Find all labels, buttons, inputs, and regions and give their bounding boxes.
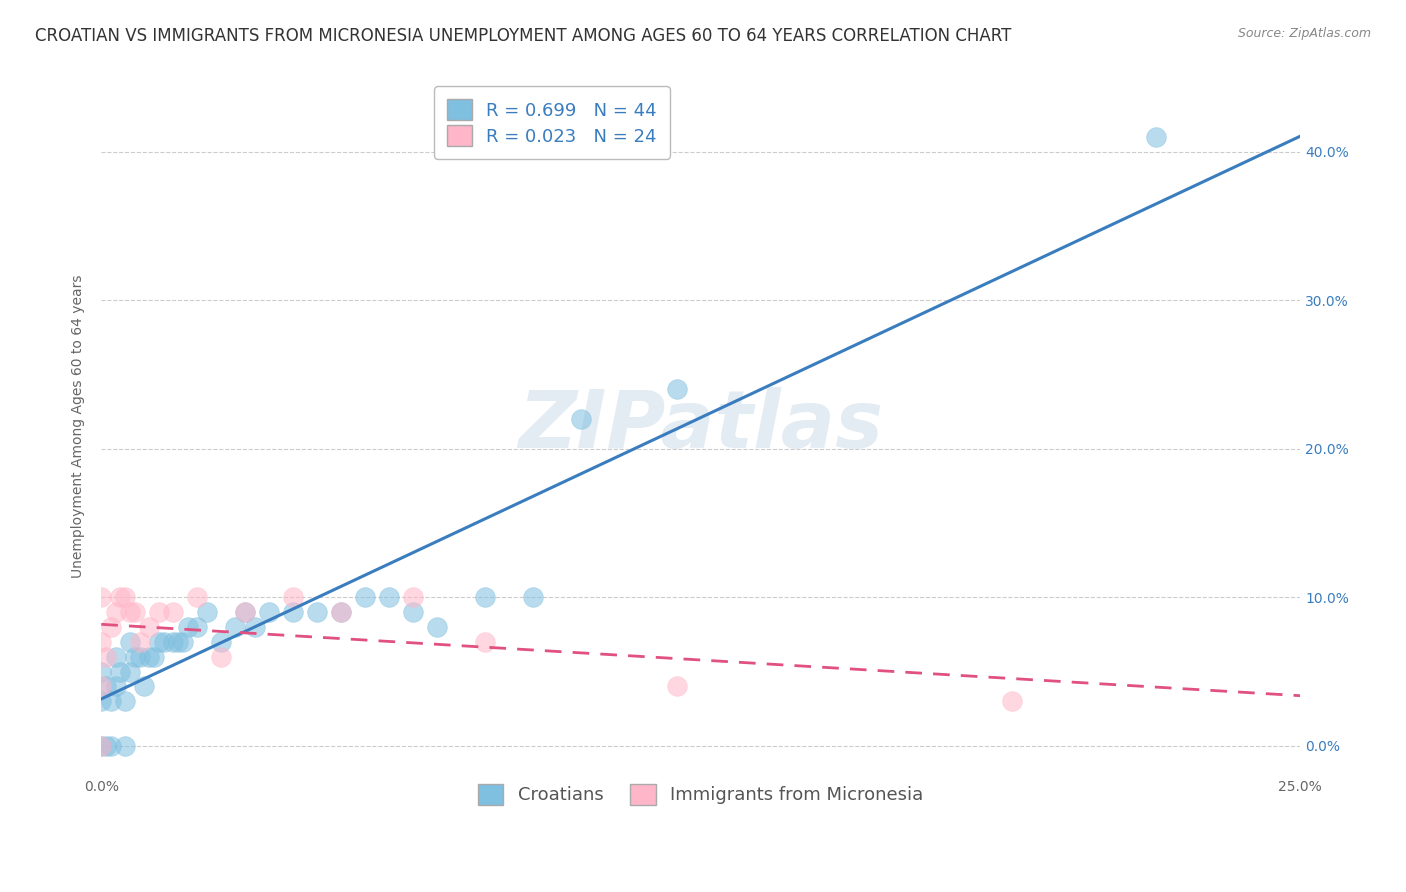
Point xyxy=(110,591,132,605)
Point xyxy=(90,739,112,753)
Point xyxy=(152,635,174,649)
Point xyxy=(172,635,194,649)
Point xyxy=(281,591,304,605)
Point xyxy=(569,412,592,426)
Point xyxy=(330,605,353,619)
Point xyxy=(176,620,198,634)
Point xyxy=(186,591,208,605)
Point xyxy=(354,591,377,605)
Point xyxy=(522,591,544,605)
Point xyxy=(167,635,190,649)
Point xyxy=(94,649,117,664)
Text: ZIPatlas: ZIPatlas xyxy=(519,387,883,466)
Point xyxy=(257,605,280,619)
Point xyxy=(148,605,170,619)
Point xyxy=(186,620,208,634)
Point xyxy=(90,679,112,693)
Point xyxy=(305,605,328,619)
Point xyxy=(128,649,150,664)
Point xyxy=(224,620,246,634)
Point xyxy=(378,591,401,605)
Point xyxy=(243,620,266,634)
Point xyxy=(110,665,132,679)
Point xyxy=(402,591,425,605)
Point xyxy=(474,635,496,649)
Text: CROATIAN VS IMMIGRANTS FROM MICRONESIA UNEMPLOYMENT AMONG AGES 60 TO 64 YEARS CO: CROATIAN VS IMMIGRANTS FROM MICRONESIA U… xyxy=(35,27,1011,45)
Point xyxy=(118,665,141,679)
Point xyxy=(281,605,304,619)
Point xyxy=(233,605,256,619)
Point xyxy=(100,620,122,634)
Point xyxy=(474,591,496,605)
Point xyxy=(100,739,122,753)
Point xyxy=(124,605,146,619)
Point xyxy=(90,591,112,605)
Point xyxy=(195,605,218,619)
Point xyxy=(128,635,150,649)
Point xyxy=(114,591,136,605)
Point xyxy=(118,605,141,619)
Point xyxy=(138,620,160,634)
Point xyxy=(104,605,127,619)
Point xyxy=(426,620,449,634)
Point xyxy=(330,605,353,619)
Point xyxy=(162,605,184,619)
Point xyxy=(90,635,112,649)
Legend: Croatians, Immigrants from Micronesia: Croatians, Immigrants from Micronesia xyxy=(467,772,934,815)
Point xyxy=(100,694,122,708)
Point xyxy=(114,694,136,708)
Point xyxy=(114,739,136,753)
Point xyxy=(233,605,256,619)
Point xyxy=(209,635,232,649)
Point xyxy=(162,635,184,649)
Point xyxy=(402,605,425,619)
Point xyxy=(124,649,146,664)
Point xyxy=(134,679,156,693)
Point xyxy=(90,739,112,753)
Y-axis label: Unemployment Among Ages 60 to 64 years: Unemployment Among Ages 60 to 64 years xyxy=(72,275,86,578)
Point xyxy=(209,649,232,664)
Point xyxy=(665,382,688,396)
Point xyxy=(118,635,141,649)
Text: Source: ZipAtlas.com: Source: ZipAtlas.com xyxy=(1237,27,1371,40)
Point xyxy=(1001,694,1024,708)
Point xyxy=(94,739,117,753)
Point xyxy=(148,635,170,649)
Point xyxy=(138,649,160,664)
Point xyxy=(94,679,117,693)
Point xyxy=(104,649,127,664)
Point xyxy=(90,665,112,679)
Point xyxy=(90,694,112,708)
Point xyxy=(143,649,166,664)
Point xyxy=(104,679,127,693)
Point xyxy=(665,679,688,693)
Point xyxy=(1144,129,1167,144)
